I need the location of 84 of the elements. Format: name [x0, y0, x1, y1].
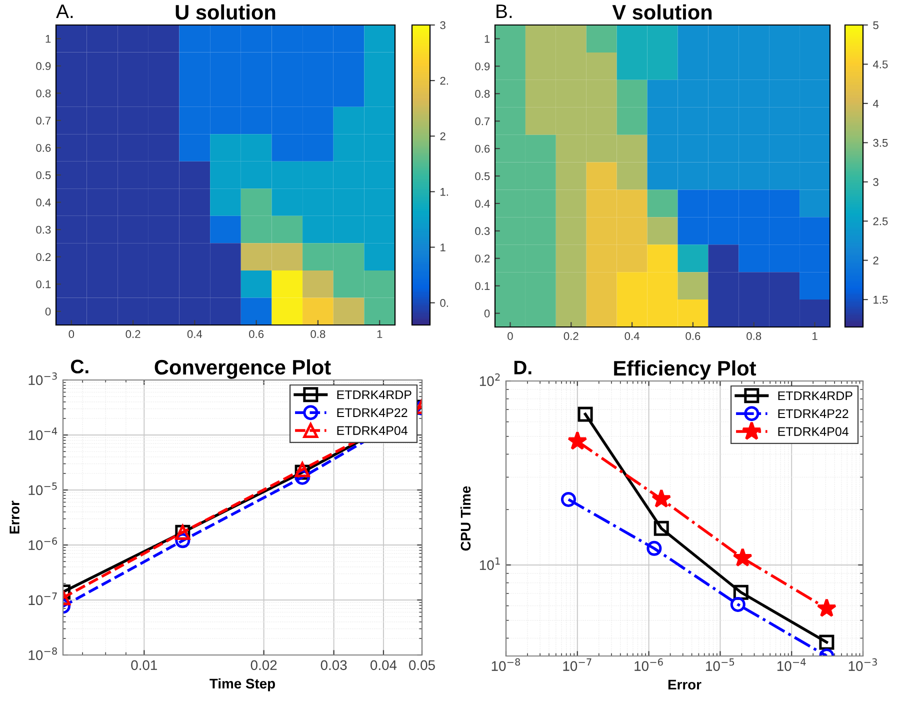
y-tick-label: 0 — [45, 308, 51, 316]
x-tick-label: 10$^{−6}$ — [634, 658, 663, 671]
y-tick-label: 10$^{−8}$ — [28, 647, 57, 660]
y-tick-label: 10$^{−7}$ — [28, 592, 57, 606]
y-tick-label: 0.3 — [475, 227, 490, 236]
color-bar-label: 3 — [873, 178, 878, 186]
color-bar-label: 1.5 — [874, 296, 888, 304]
x-axis-title: Error — [668, 680, 702, 690]
x-tick-label: 0.8 — [746, 332, 762, 340]
y-tick-label: 0.8 — [475, 90, 490, 98]
color-bar-label: 3.5 — [873, 138, 888, 147]
color-bar-label: 1. — [440, 188, 448, 196]
y-tick-label: 10$^{−6}$ — [28, 537, 58, 550]
text: D. — [514, 360, 532, 374]
x-tick-label: 0.02 — [250, 660, 277, 670]
x-tick-label: 0.4 — [624, 332, 640, 340]
legend-label: ETDRK4P04 — [778, 427, 848, 436]
y-tick-label: 0.6 — [475, 144, 490, 153]
x-tick-label: 0.05 — [409, 660, 435, 670]
chart-title: V solution — [612, 4, 712, 20]
color-bar-label: 2. — [440, 76, 448, 85]
chart-title: Efficiency Plot — [614, 360, 756, 380]
x-tick-label: 10$^{−7}$ — [563, 658, 592, 671]
legend-label: ETDRK4P22 — [778, 409, 848, 418]
y-tick-label: 10$^{1}$ — [480, 557, 500, 570]
legend-label: ETDRK4RDP — [778, 391, 852, 400]
y-tick-label: 0.2 — [36, 253, 51, 261]
x-tick-label: 10$^{−3}$ — [848, 658, 877, 671]
chart-title: U solution — [176, 4, 276, 20]
x-axis-title: Time Step — [210, 678, 275, 692]
y-tick-label: 0.9 — [475, 62, 490, 70]
color-bar-label: 5 — [873, 21, 878, 30]
color-bar-label: 2 — [440, 132, 446, 140]
x-tick-label: 0 — [508, 332, 513, 340]
color-bar-label: 3 — [440, 21, 446, 30]
x-tick-label: 0.2 — [126, 330, 140, 338]
color-bar-label: 2.5 — [873, 217, 888, 226]
color-bar-label: 4 — [872, 100, 879, 108]
x-tick-label: 0.6 — [249, 330, 264, 338]
y-tick-label: 0.5 — [36, 171, 51, 180]
x-tick-label: 0 — [68, 330, 74, 338]
text: C. — [70, 360, 88, 374]
y-tick-label: 0.1 — [36, 280, 51, 288]
y-axis-title: Error — [10, 500, 20, 534]
y-tick-label: 0.3 — [36, 226, 51, 234]
x-tick-label: 0.2 — [564, 332, 578, 340]
y-tick-label: 0.7 — [475, 117, 490, 126]
y-tick-label: 1 — [46, 35, 51, 43]
y-tick-label: 0.6 — [36, 144, 51, 152]
y-tick-label: 0.4 — [36, 198, 51, 206]
y-tick-label: 0.2 — [475, 254, 490, 262]
x-tick-label: 0.04 — [370, 660, 397, 670]
y-tick-label: 10$^{−5}$ — [28, 482, 57, 496]
chart-title: Convergence Plot — [154, 359, 331, 379]
y-tick-label: 0.4 — [475, 200, 490, 208]
y-tick-label: 0 — [484, 310, 490, 318]
y-tick-label: 10$^{−3}$ — [28, 372, 57, 386]
x-tick-label: 0.03 — [320, 660, 347, 670]
legend-label: ETDRK4P22 — [337, 408, 408, 417]
legend-label: ETDRK4P04 — [337, 426, 408, 435]
x-tick-label: 0.6 — [686, 332, 700, 340]
x-tick-label: 0.8 — [310, 330, 326, 338]
text: A. — [56, 4, 73, 18]
x-tick-label: 10$^{−4}$ — [777, 658, 806, 671]
color-bar-label: 2 — [873, 256, 878, 264]
y-tick-label: 10$^{−4}$ — [28, 428, 58, 440]
x-tick-label: 0.01 — [131, 660, 157, 670]
x-tick-label: 1 — [812, 332, 818, 340]
x-tick-label: 10$^{−5}$ — [706, 658, 734, 671]
color-bar-label: 4.5 — [872, 60, 888, 68]
y-tick-label: 0.9 — [36, 62, 51, 70]
color-bar-label: 1 — [440, 244, 446, 252]
y-tick-label: 0.8 — [36, 89, 51, 98]
y-axis-title: CPU Time — [460, 486, 471, 551]
x-tick-label: 1 — [377, 330, 382, 338]
y-tick-label: 10$^{2}$ — [480, 373, 500, 386]
y-tick-label: 0.7 — [36, 116, 51, 125]
legend-label: ETDRK4RDP — [337, 390, 412, 400]
y-tick-label: 0.1 — [475, 282, 490, 290]
text: B. — [496, 4, 512, 18]
y-tick-label: 1 — [484, 35, 490, 43]
x-tick-label: 0.4 — [187, 330, 202, 338]
y-tick-label: 0.5 — [475, 172, 490, 180]
color-bar-label: 0. — [440, 299, 448, 307]
